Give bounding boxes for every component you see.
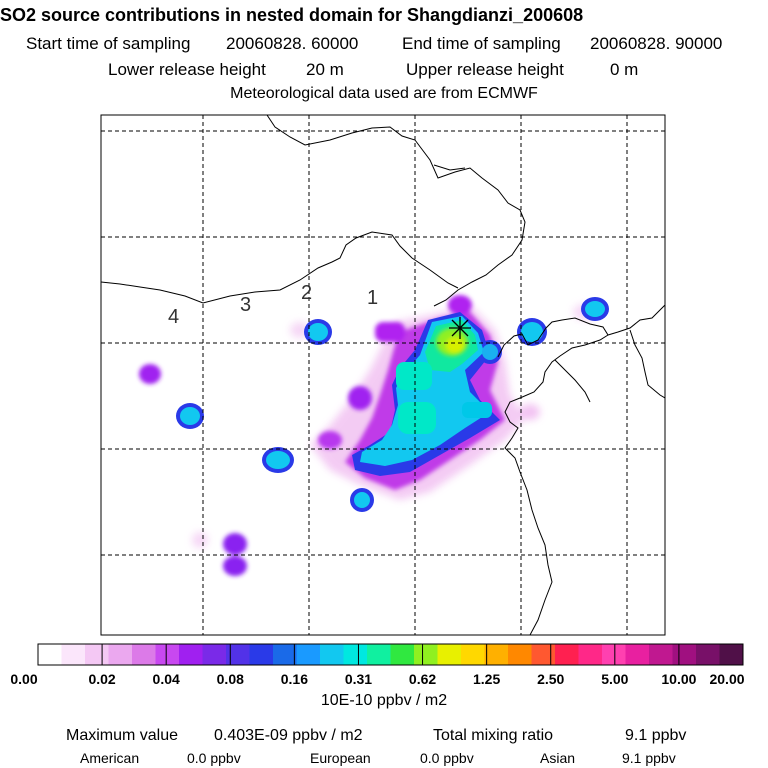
colorbar-swatch xyxy=(531,644,556,665)
colorbar-tick-label: 0.04 xyxy=(152,671,180,687)
european-label: European xyxy=(310,750,371,766)
european-value: 0.0 ppbv xyxy=(420,750,474,766)
colorbar-swatch xyxy=(578,644,603,665)
colorbar-swatch xyxy=(85,644,109,665)
max-value-label: Maximum value xyxy=(66,727,179,744)
colorbar-tick-label: 2.50 xyxy=(537,671,565,687)
colorbar-swatch xyxy=(649,644,673,665)
colorbar-unit: 10E-10 ppbv / m2 xyxy=(320,692,448,709)
colorbar-swatch xyxy=(484,644,509,665)
colorbar-frame xyxy=(37,643,744,666)
start-time-value: 20060828. 60000 xyxy=(226,34,359,53)
colorbar-swatch xyxy=(602,644,626,665)
colorbar-swatch xyxy=(367,644,391,665)
asian-value: 9.1 ppbv xyxy=(622,750,676,766)
colorbar-tick-label: 10.00 xyxy=(661,671,697,687)
ring-label-4: 4 xyxy=(168,306,180,328)
american-label: American xyxy=(80,750,140,766)
map-title: SO2 source contributions in nested domai… xyxy=(0,5,584,25)
receptor-marker xyxy=(449,317,471,339)
end-time-label: End time of sampling xyxy=(402,34,561,53)
colorbar-swatch xyxy=(202,644,227,665)
colorbar xyxy=(37,643,744,666)
meteo-note: Meteorological data used are from ECMWF xyxy=(230,85,538,102)
colorbar-swatch xyxy=(437,644,462,665)
colorbar-tick-label: 0.08 xyxy=(216,671,244,687)
colorbar-swatch xyxy=(672,644,697,665)
ring-label-3: 3 xyxy=(240,294,252,316)
upper-release-value: 0 m xyxy=(610,60,639,79)
colorbar-swatch xyxy=(696,644,720,665)
colorbar-swatch xyxy=(38,644,62,665)
colorbar-tick-label: 20.00 xyxy=(709,671,745,687)
colorbar-tick-label: 0.31 xyxy=(344,671,373,687)
colorbar-tick-label: 0.16 xyxy=(280,671,308,687)
colorbar-tick-label: 0.62 xyxy=(408,671,437,687)
colorbar-swatch xyxy=(461,644,485,665)
colorbar-swatch xyxy=(390,644,415,665)
lat-lon-grid xyxy=(101,115,665,635)
start-time-label: Start time of sampling xyxy=(26,34,191,53)
colorbar-swatch xyxy=(179,644,203,665)
plume-core xyxy=(436,328,468,356)
ring-label-2: 2 xyxy=(301,282,313,304)
colorbar-swatch xyxy=(226,644,250,665)
boundary-lines xyxy=(101,115,665,635)
colorbar-swatch xyxy=(320,644,344,665)
end-time-value: 20060828. 90000 xyxy=(590,34,723,53)
colorbar-swatch xyxy=(414,644,438,665)
colorbar-swatch xyxy=(132,644,156,665)
colorbar-swatch xyxy=(555,644,579,665)
colorbar-swatch xyxy=(61,644,86,665)
colorbar-tick-label: 0.02 xyxy=(88,671,116,687)
colorbar-tick-label: 0.00 xyxy=(10,671,38,687)
total-mixing-value: 9.1 ppbv xyxy=(625,727,687,744)
ring-label-1: 1 xyxy=(367,287,379,309)
colorbar-swatch xyxy=(343,644,368,665)
lower-release-value: 20 m xyxy=(306,60,344,79)
asian-label: Asian xyxy=(540,750,576,766)
colorbar-swatch xyxy=(508,644,532,665)
american-value: 0.0 ppbv xyxy=(187,750,241,766)
colorbar-tick-label: 1.25 xyxy=(473,671,501,687)
colorbar-swatch xyxy=(719,644,744,665)
colorbar-swatch xyxy=(249,644,274,665)
colorbar-swatch xyxy=(296,644,321,665)
max-value: 0.403E-09 ppbv / m2 xyxy=(214,727,363,744)
colorbar-tick-label: 5.00 xyxy=(601,671,629,687)
colorbar-swatch xyxy=(108,644,133,665)
lower-release-label: Lower release height xyxy=(108,60,266,79)
upper-release-label: Upper release height xyxy=(406,60,564,79)
total-mixing-label: Total mixing ratio xyxy=(433,727,554,744)
colorbar-swatch xyxy=(155,644,180,665)
map-frame xyxy=(100,114,666,636)
colorbar-swatch xyxy=(625,644,650,665)
colorbar-swatch xyxy=(273,644,297,665)
